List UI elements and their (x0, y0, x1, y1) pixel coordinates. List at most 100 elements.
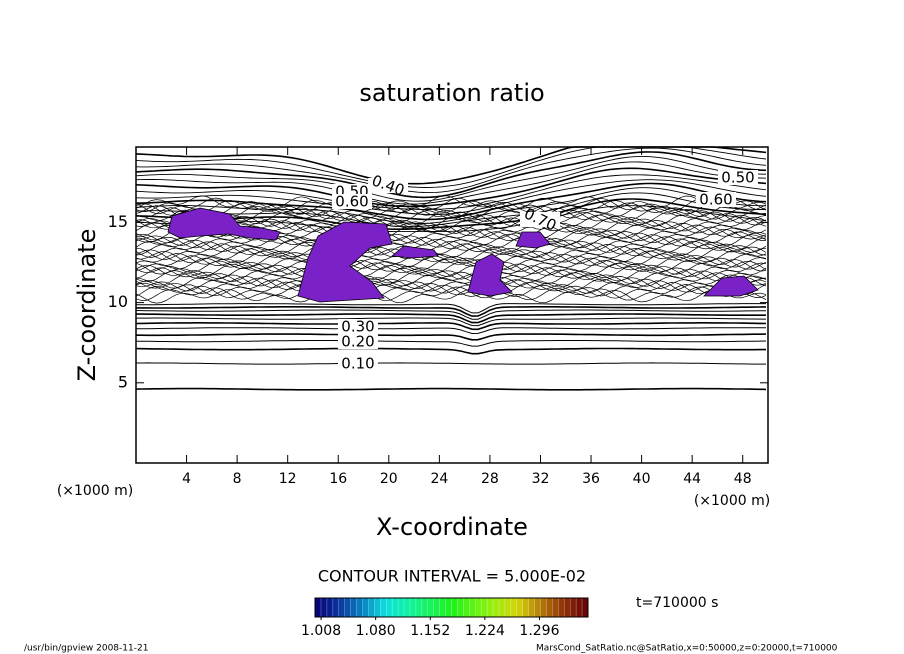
contour-line (135, 216, 767, 232)
x-tick-label: 36 (582, 471, 600, 487)
colorbar-cell (558, 598, 565, 617)
colorbar-cell (522, 598, 529, 617)
colorbar-cell (493, 598, 500, 617)
colorbar-cell (350, 598, 357, 617)
contour-line (135, 151, 767, 199)
contour-label: 0.50 (721, 169, 754, 187)
colorbar-cell (576, 598, 583, 617)
x-tick-label: 28 (481, 471, 499, 487)
colorbar-cell (320, 598, 328, 617)
footer-left: /usr/bin/gpview 2008-11-21 (24, 644, 148, 654)
contour-line (135, 276, 767, 292)
colorbar-cell (439, 598, 446, 617)
colorbar-cell (487, 598, 494, 617)
contour-label-bg (338, 356, 378, 371)
y-tick-label: 15 (108, 212, 128, 231)
colorbar-cell (498, 598, 506, 617)
x-tick-label: 12 (279, 471, 297, 487)
colorbar-cell (516, 598, 524, 617)
colorbar-cell (475, 598, 482, 617)
colorbar-cell (570, 598, 577, 617)
colorbar-cell (315, 598, 322, 617)
colorbar-cell (504, 598, 512, 617)
contour-line (135, 167, 767, 208)
colorbar-cell (398, 598, 405, 617)
contour-line (135, 260, 767, 275)
colorbar-cell (344, 598, 351, 617)
y-axis-label: Z-coordinate (73, 229, 101, 382)
contour-label: 0.60 (335, 193, 368, 211)
colorbar-cell (362, 598, 369, 617)
chart-title: saturation ratio (359, 79, 544, 107)
contour-line (135, 387, 767, 391)
contour-line (135, 279, 767, 294)
contour-label: 0.30 (341, 318, 374, 336)
contour-line (136, 362, 766, 365)
contour-line (135, 284, 767, 299)
y-tick-label: 10 (108, 292, 128, 311)
colorbar-cell (368, 598, 375, 617)
contour-line (135, 257, 767, 273)
contour-line (135, 207, 767, 222)
contour-label-bg (696, 192, 736, 207)
contour-label: 0.20 (341, 333, 374, 351)
colorbar-cell (338, 598, 345, 617)
contour-label: 0.40 (369, 171, 407, 199)
colorbar-cell (463, 598, 470, 617)
colorbar-frame (314, 597, 589, 618)
contour-line (136, 333, 767, 341)
contour-line (135, 262, 767, 278)
colorbar-cell (457, 598, 464, 617)
colorbar-tick-label: 1.080 (356, 623, 396, 639)
contour-line (135, 269, 767, 285)
colorbar-cell (451, 598, 458, 617)
x-axis-label: X-coordinate (376, 513, 528, 541)
colorbar-cell (552, 598, 559, 617)
contour-label: 0.60 (699, 191, 732, 209)
contour-line (135, 347, 766, 355)
colorbar-cell (469, 598, 476, 617)
contour-line (135, 209, 767, 225)
colorbar-cell (540, 598, 547, 617)
contour-label-bg (520, 212, 560, 227)
contour-line (135, 182, 767, 221)
contour-line (135, 212, 767, 227)
colorbar-cell (380, 598, 387, 617)
colorbar-tick-label: 1.296 (519, 623, 559, 639)
contour-line (135, 243, 767, 258)
y-tick-label: 5 (118, 372, 128, 391)
x-tick-label: 24 (430, 471, 448, 487)
colorbar-cell (415, 598, 423, 617)
contour-line (135, 197, 767, 213)
contour-line (135, 327, 767, 335)
supersaturation-region (391, 245, 439, 259)
plot-frame (135, 146, 769, 464)
colorbar-cell (546, 598, 553, 617)
supersaturation-region (515, 231, 551, 249)
colorbar-cell (481, 598, 488, 617)
supersaturation-region (297, 221, 393, 303)
x-tick-label: 4 (182, 471, 191, 487)
colorbar-cell (326, 598, 334, 617)
contour-line (135, 161, 767, 205)
colorbar-cell (582, 598, 589, 617)
colorbar-cell (528, 598, 535, 617)
contour-line (135, 238, 767, 254)
colorbar-cell (356, 598, 363, 617)
contour-line (135, 233, 767, 249)
supersaturation-region (703, 275, 759, 297)
contour-line (136, 340, 767, 347)
contour-label-bg (332, 194, 372, 209)
contour-line (135, 245, 767, 261)
contour-line (135, 200, 767, 215)
footer-right: MarsCond_SatRatio.nc@SatRatio,x=0:50000,… (536, 644, 838, 654)
contour-label-bg (368, 178, 408, 193)
contour-line (135, 248, 767, 263)
colorbar-tick-label: 1.224 (465, 623, 505, 639)
x-tick-label: 32 (532, 471, 550, 487)
contour-line (135, 288, 767, 304)
contour-label-bg (338, 334, 378, 349)
colorbar-cell (404, 598, 411, 617)
colorbar-cell (534, 598, 541, 617)
